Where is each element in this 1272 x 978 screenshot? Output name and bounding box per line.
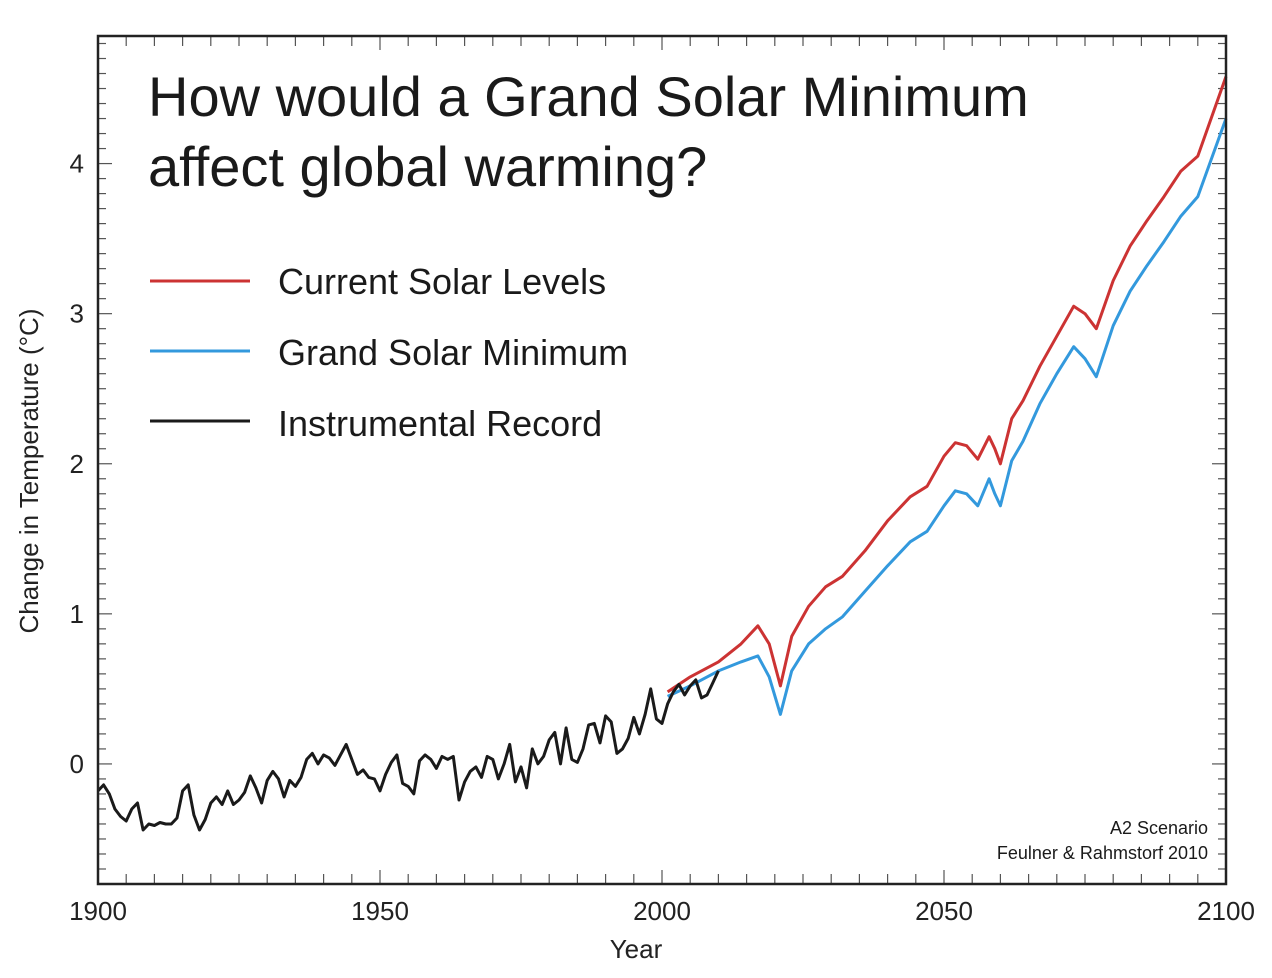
y-tick-label: 3 (70, 299, 84, 329)
series-line-current-solar (666, 75, 1228, 694)
y-axis-title: Change in Temperature (°C) (14, 309, 44, 634)
y-tick-label: 4 (70, 149, 84, 179)
y-tick-label: 2 (70, 449, 84, 479)
annotation-citation: Feulner & Rahmstorf 2010 (997, 843, 1208, 863)
x-tick-label: 2100 (1197, 896, 1255, 926)
annotation-scenario: A2 Scenario (1110, 818, 1208, 838)
x-tick-label: 2050 (915, 896, 973, 926)
chart-title-line-2: affect global warming? (148, 135, 707, 198)
chart-title-line-1: How would a Grand Solar Minimum (148, 65, 1029, 128)
legend-label-current-solar: Current Solar Levels (278, 261, 606, 302)
legend: Current Solar Levels Grand Solar Minimum… (150, 261, 628, 444)
x-tick-label: 1950 (351, 896, 409, 926)
series-line-grand-solar-minimum (666, 117, 1228, 716)
x-axis-title: Year (610, 934, 663, 964)
series-line-instrumental-record (96, 670, 720, 832)
plot-frame (96, 34, 1228, 886)
legend-label-instrumental-record: Instrumental Record (278, 403, 602, 444)
y-tick-label: 1 (70, 599, 84, 629)
x-tick-label: 2000 (633, 896, 691, 926)
y-tick-label: 0 (70, 749, 84, 779)
x-tick-label: 1900 (69, 896, 127, 926)
legend-label-grand-solar-minimum: Grand Solar Minimum (278, 332, 628, 373)
